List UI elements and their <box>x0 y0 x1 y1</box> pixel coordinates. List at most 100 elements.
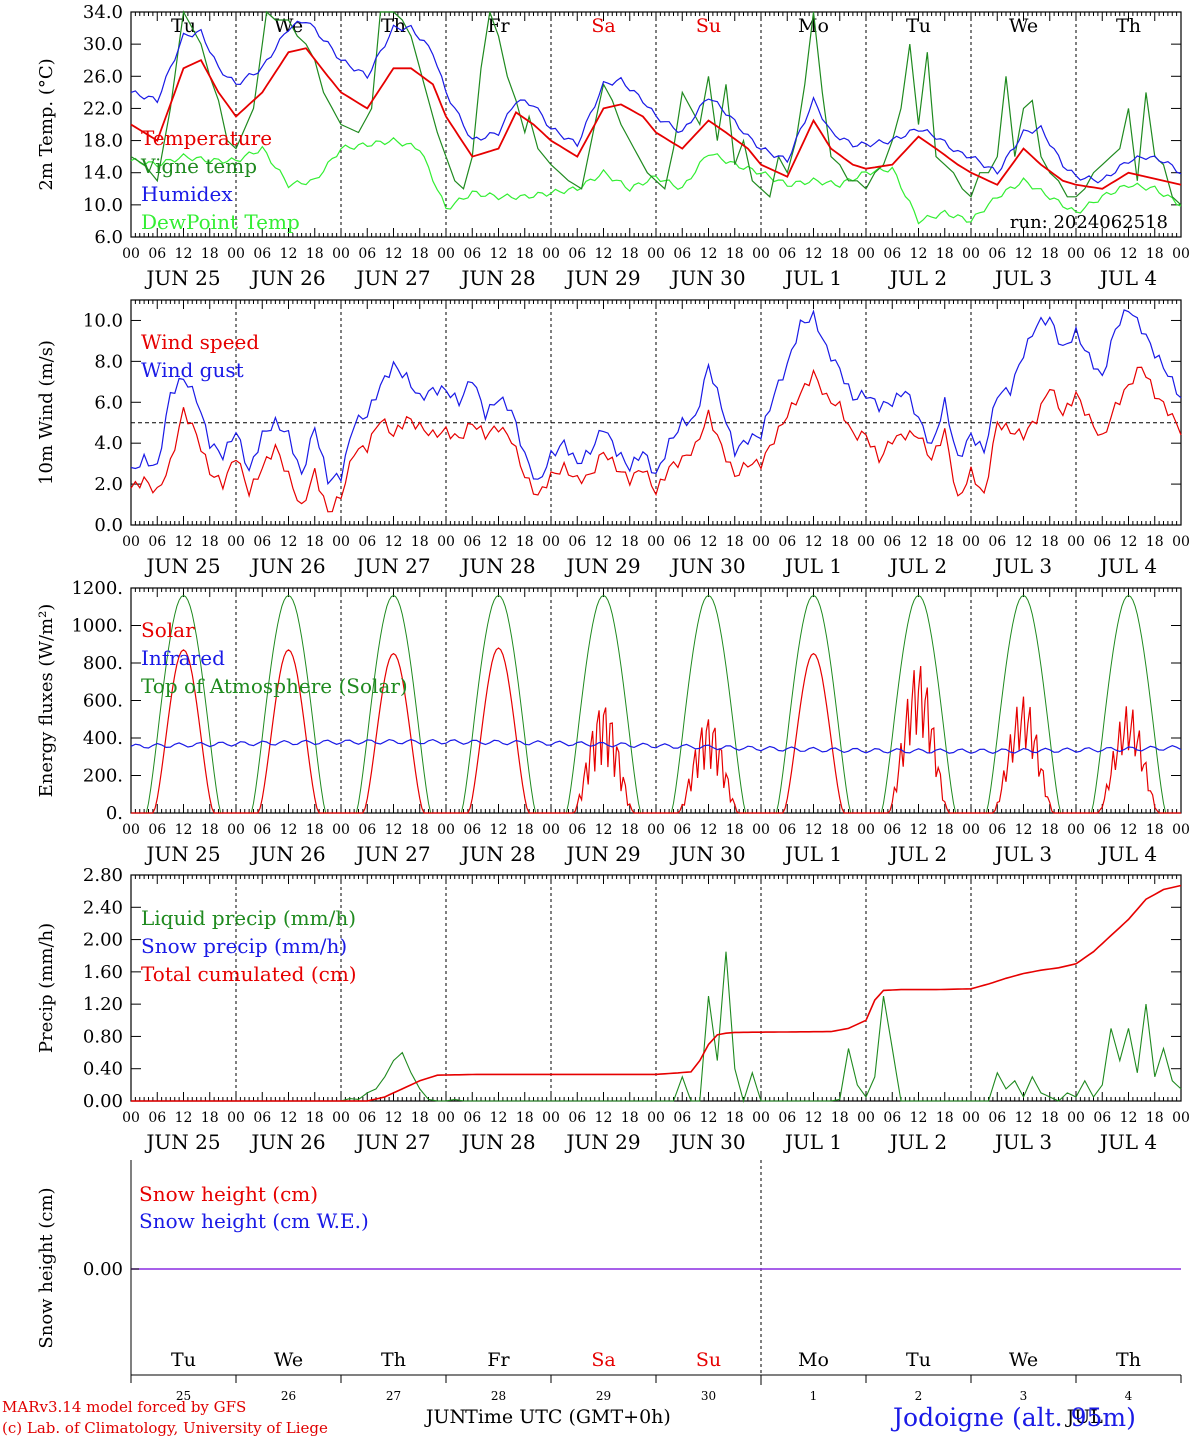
hour-tick-label: 18 <box>516 822 534 838</box>
date-label: JUL 1 <box>783 1130 842 1154</box>
day-number-label: 4 <box>1125 1389 1133 1403</box>
y-tick-label: 0.00 <box>83 1091 123 1112</box>
date-label: JUN 30 <box>669 842 745 866</box>
hour-tick-label: 12 <box>1120 534 1138 550</box>
hour-tick-label: 18 <box>936 534 954 550</box>
date-label: JUL 1 <box>783 554 842 578</box>
location-label: Jodoigne (alt. 95m) <box>893 1403 1136 1432</box>
hour-tick-label: 00 <box>962 822 980 838</box>
y-axis-label-1: 10m Wind (m/s) <box>36 340 57 485</box>
hour-tick-label: 12 <box>805 534 823 550</box>
legend-entry: Snow precip (mm/h) <box>141 934 347 958</box>
hour-tick-label: 00 <box>857 534 875 550</box>
weekday-label: Mo <box>798 15 829 37</box>
hour-tick-label: 06 <box>253 822 271 838</box>
hour-tick-label: 12 <box>1120 1110 1138 1126</box>
legend-entry: Total cumulated (cm) <box>141 962 357 986</box>
hour-tick-label: 00 <box>437 1110 455 1126</box>
hour-tick-label: 12 <box>910 822 928 838</box>
hour-tick-label: 18 <box>411 822 429 838</box>
y-tick-label: 0.00 <box>83 1259 123 1280</box>
hour-tick-label: 18 <box>411 1110 429 1126</box>
hour-tick-label: 06 <box>568 534 586 550</box>
y-tick-label: 0. <box>106 803 123 824</box>
weekday-label-bottom: Tu <box>171 1349 196 1371</box>
hour-tick-label: 06 <box>778 822 796 838</box>
hour-tick-label: 18 <box>516 534 534 550</box>
model-credit: MARv3.14 model forced by GFS <box>2 1398 247 1416</box>
hour-tick-label: 18 <box>201 534 219 550</box>
hour-tick-label: 18 <box>1041 246 1059 262</box>
y-axis-label-0: 2m Temp. (°C) <box>36 58 57 190</box>
hour-tick-label: 12 <box>700 1110 718 1126</box>
legend-entry: Infrared <box>141 646 225 670</box>
y-tick-label: 200. <box>83 766 123 787</box>
y-tick-label: 34.0 <box>83 2 123 23</box>
hour-tick-label: 00 <box>437 246 455 262</box>
hour-tick-label: 06 <box>1093 822 1111 838</box>
hour-tick-label: 00 <box>1172 822 1190 838</box>
day-number-label: 1 <box>810 1389 818 1403</box>
hour-tick-label: 06 <box>778 246 796 262</box>
hour-tick-label: 06 <box>778 1110 796 1126</box>
run-annotation: run: 2024062518 <box>1010 212 1168 233</box>
date-label: JUN 28 <box>459 554 535 578</box>
hour-tick-label: 12 <box>1015 534 1033 550</box>
hour-tick-label: 00 <box>227 822 245 838</box>
hour-tick-label: 18 <box>306 822 324 838</box>
weekday-label-bottom: Mo <box>798 1349 829 1371</box>
hour-tick-label: 00 <box>647 534 665 550</box>
date-label: JUL 4 <box>1098 842 1157 866</box>
y-tick-label: 6.0 <box>94 227 123 248</box>
hour-tick-label: 00 <box>752 246 770 262</box>
hour-tick-label: 00 <box>962 1110 980 1126</box>
date-label: JUN 29 <box>564 266 640 290</box>
y-tick-label: 0.0 <box>94 515 123 536</box>
date-label: JUN 26 <box>249 554 325 578</box>
weekday-label-bottom: We <box>1009 1349 1038 1371</box>
weekday-label-bottom: Su <box>696 1349 721 1371</box>
hour-tick-label: 00 <box>542 822 560 838</box>
legend-entry: Temperature <box>141 126 272 150</box>
hour-tick-label: 00 <box>1067 246 1085 262</box>
date-label: JUL 2 <box>888 554 947 578</box>
hour-tick-label: 00 <box>1172 246 1190 262</box>
month-label-jul: JUL <box>1065 1406 1104 1428</box>
hour-tick-label: 12 <box>385 1110 403 1126</box>
y-tick-label: 0.80 <box>83 1026 123 1047</box>
hour-tick-label: 06 <box>673 246 691 262</box>
hour-tick-label: 06 <box>358 246 376 262</box>
hour-tick-label: 06 <box>673 822 691 838</box>
hour-tick-label: 00 <box>332 246 350 262</box>
hour-tick-label: 00 <box>122 822 140 838</box>
hour-tick-label: 06 <box>148 822 166 838</box>
hour-tick-label: 00 <box>437 822 455 838</box>
hour-tick-label: 06 <box>1093 534 1111 550</box>
hour-tick-label: 06 <box>148 246 166 262</box>
hour-tick-label: 18 <box>936 1110 954 1126</box>
hour-tick-label: 00 <box>752 534 770 550</box>
hour-tick-label: 18 <box>831 1110 849 1126</box>
series-line-dewpoint-temp <box>130 136 1182 225</box>
hour-tick-label: 06 <box>568 822 586 838</box>
day-number-label: 28 <box>491 1389 506 1403</box>
hour-tick-label: 00 <box>647 822 665 838</box>
hour-tick-label: 00 <box>962 534 980 550</box>
weekday-label: Sa <box>591 15 615 37</box>
hour-tick-label: 12 <box>490 534 508 550</box>
y-tick-label: 1000. <box>71 616 123 637</box>
date-label: JUN 28 <box>459 842 535 866</box>
hour-tick-label: 06 <box>883 534 901 550</box>
hour-tick-label: 18 <box>621 534 639 550</box>
hour-tick-label: 06 <box>253 534 271 550</box>
y-tick-label: 2.0 <box>94 474 123 495</box>
legend-entry: Snow height (cm) <box>139 1182 318 1206</box>
hour-tick-label: 00 <box>122 246 140 262</box>
hour-tick-label: 18 <box>726 246 744 262</box>
y-tick-label: 600. <box>83 691 123 712</box>
hour-tick-label: 06 <box>253 246 271 262</box>
date-label: JUN 28 <box>459 266 535 290</box>
legend-entry: Liquid precip (mm/h) <box>141 906 356 930</box>
hour-tick-label: 18 <box>621 246 639 262</box>
hour-tick-label: 00 <box>122 1110 140 1126</box>
